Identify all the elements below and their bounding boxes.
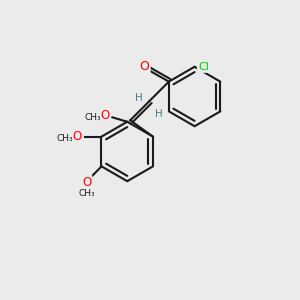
Text: CH₃: CH₃ [56,134,73,142]
Text: O: O [100,109,110,122]
Text: H: H [154,109,162,119]
Text: O: O [82,176,91,189]
Text: O: O [73,130,82,143]
Text: CH₃: CH₃ [84,113,101,122]
Text: O: O [140,60,149,73]
Text: H: H [135,93,143,103]
Text: Cl: Cl [198,62,209,72]
Text: CH₃: CH₃ [78,190,95,199]
